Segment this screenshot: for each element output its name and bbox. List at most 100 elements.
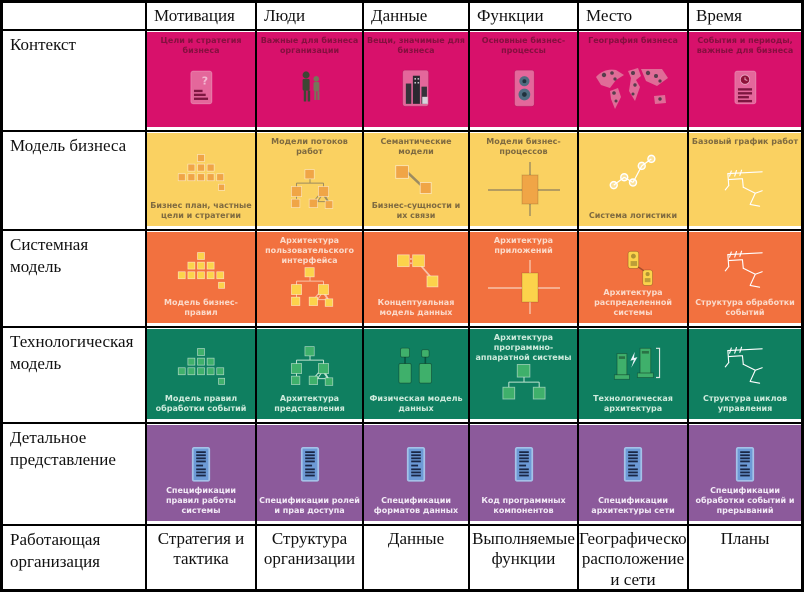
cell-detailed-view-people: Спецификации ролей и прав доступа bbox=[257, 424, 362, 524]
cell-business-model-place: Система логистики bbox=[579, 132, 687, 229]
tile-detailed-view-functions: Код программных компонентов bbox=[470, 425, 577, 521]
column-header-people: Люди bbox=[257, 3, 362, 29]
tile-technology-model-motivation: Модель правил обработки событий bbox=[147, 329, 255, 419]
tile-business-model-data: Семантические модели Бизнес-сущности и и… bbox=[364, 133, 468, 226]
footer-cell-place: Географическое расположение и сети bbox=[579, 526, 687, 589]
footer-cell-time: Планы bbox=[689, 526, 801, 589]
footer-cell-label: Выполняемые функции bbox=[472, 529, 575, 569]
tile-context-time: События и периоды, важные для бизнеса bbox=[689, 32, 801, 127]
cell-context-motivation: Цели и стратегия бизнеса ? bbox=[147, 31, 255, 130]
row-header-system-model: Системная модель bbox=[3, 231, 145, 326]
cell-caption: Архитектура приложений bbox=[493, 236, 554, 255]
column-header-place: Место bbox=[579, 3, 687, 29]
cell-detailed-view-place: Спецификации архитектуры сети bbox=[579, 424, 687, 524]
document-spec-icon bbox=[179, 441, 223, 489]
computers-icon bbox=[604, 343, 662, 389]
cell-system-model-data: Концептуальная модель данных bbox=[364, 231, 468, 326]
people-icon bbox=[285, 66, 335, 112]
cell-business-model-functions: Модели бизнес-процессов bbox=[470, 132, 577, 229]
linked-boxes-3-icon bbox=[389, 249, 443, 291]
cell-technology-model-time: Структура циклов управления bbox=[689, 328, 801, 422]
column-header-functions: Функции bbox=[470, 3, 577, 29]
row-header-label: Контекст bbox=[10, 35, 76, 54]
cell-caption: Семантические модели bbox=[380, 137, 452, 156]
cell-caption: Модель правил обработки событий bbox=[155, 394, 247, 413]
column-header-label: Место bbox=[586, 6, 633, 25]
tile-context-data: Вещи, значимые для бизнеса bbox=[364, 32, 468, 127]
footer-cell-label: Стратегия и тактика bbox=[157, 529, 245, 569]
cell-context-place: География бизнеса bbox=[579, 31, 687, 130]
cell-context-functions: Основные бизнес-процессы bbox=[470, 31, 577, 130]
footer-cell-functions: Выполняемые функции bbox=[470, 526, 577, 589]
cell-caption: Бизнес план, частные цели и стратегии bbox=[150, 201, 252, 220]
cell-system-model-people: Архитектура пользовательского интерфейса bbox=[257, 231, 362, 326]
column-header-label: Мотивация bbox=[154, 6, 235, 25]
cell-caption: Код программных компонентов bbox=[481, 496, 566, 515]
row-header-context: Контекст bbox=[3, 31, 145, 130]
cell-caption: Спецификации архитектуры сети bbox=[591, 496, 675, 515]
cell-context-time: События и периоды, важные для бизнеса bbox=[689, 31, 801, 130]
sketch-icon bbox=[717, 342, 773, 390]
cell-caption: Основные бизнес-процессы bbox=[481, 36, 566, 55]
cell-business-model-people: Модели потоков работ bbox=[257, 132, 362, 229]
tile-detailed-view-place: Спецификации архитектуры сети bbox=[579, 425, 687, 521]
tile-business-model-people: Модели потоков работ bbox=[257, 133, 362, 226]
footer-cell-label: Данные bbox=[387, 529, 445, 548]
tile-context-people: Важные для бизнеса организации bbox=[257, 32, 362, 127]
cell-caption: Бизнес-сущности и их связи bbox=[371, 201, 461, 220]
row-header-working-organization: Работающая организация bbox=[3, 526, 145, 589]
workflow-tree-icon bbox=[283, 264, 337, 310]
cell-caption: Архитектура распределенной системы bbox=[594, 288, 672, 317]
cell-caption: Базовый график работ bbox=[691, 137, 799, 146]
cell-system-model-place: Архитектура распределенной системы bbox=[579, 231, 687, 326]
footer-cell-label: Структура организации bbox=[263, 529, 356, 569]
buildings-icon bbox=[391, 66, 441, 112]
cell-system-model-functions: Архитектура приложений bbox=[470, 231, 577, 326]
footer-cell-motivation: Стратегия и тактика bbox=[147, 526, 255, 589]
tile-detailed-view-time: Спецификации обработки событий и прерыва… bbox=[689, 425, 801, 521]
row-header-business-model: Модель бизнеса bbox=[3, 132, 145, 229]
linked-boxes-icon bbox=[389, 160, 443, 200]
tile-system-model-data: Концептуальная модель данных bbox=[364, 232, 468, 323]
tile-business-model-motivation: Бизнес план, частные цели и стратегии bbox=[147, 133, 255, 226]
cell-caption: Вещи, значимые для бизнеса bbox=[367, 36, 465, 55]
column-header-label: Данные bbox=[371, 6, 428, 25]
cell-detailed-view-motivation: Спецификации правил работы системы bbox=[147, 424, 255, 524]
cell-technology-model-place: Технологическая архитектура bbox=[579, 328, 687, 422]
column-header-label: Люди bbox=[264, 6, 306, 25]
cell-caption: Концептуальная модель данных bbox=[377, 298, 455, 317]
cell-caption: Модель бизнес-правил bbox=[164, 298, 238, 317]
cell-caption: События и периоды, важные для бизнеса bbox=[696, 36, 794, 55]
tile-detailed-view-motivation: Спецификации правил работы системы bbox=[147, 425, 255, 521]
cell-context-data: Вещи, значимые для бизнеса bbox=[364, 31, 468, 130]
cell-detailed-view-functions: Код программных компонентов bbox=[470, 424, 577, 524]
cell-technology-model-functions: Архитектура программно-аппаратной систем… bbox=[470, 328, 577, 422]
document-clock-icon bbox=[720, 66, 770, 112]
tile-technology-model-place: Технологическая архитектура bbox=[579, 329, 687, 419]
tile-technology-model-data: Физическая модель данных bbox=[364, 329, 468, 419]
cell-technology-model-motivation: Модель правил обработки событий bbox=[147, 328, 255, 422]
footer-cell-data: Данные bbox=[364, 526, 468, 589]
row-header-label: Модель бизнеса bbox=[10, 136, 127, 155]
cell-technology-model-data: Физическая модель данных bbox=[364, 328, 468, 422]
tile-context-functions: Основные бизнес-процессы bbox=[470, 32, 577, 127]
tile-technology-model-functions: Архитектура программно-аппаратной систем… bbox=[470, 329, 577, 419]
cell-business-model-time: Базовый график работ bbox=[689, 132, 801, 229]
column-header-label: Функции bbox=[477, 6, 544, 25]
column-header-label: Время bbox=[696, 6, 742, 25]
tile-system-model-motivation: Модель бизнес-правил bbox=[147, 232, 255, 323]
tile-system-model-people: Архитектура пользовательского интерфейса bbox=[257, 232, 362, 323]
cell-system-model-motivation: Модель бизнес-правил bbox=[147, 231, 255, 326]
tile-system-model-functions: Архитектура приложений bbox=[470, 232, 577, 323]
cell-caption: Спецификации обработки событий и прерыва… bbox=[695, 486, 795, 515]
cell-context-people: Важные для бизнеса организации bbox=[257, 31, 362, 130]
sketch-icon bbox=[717, 165, 773, 213]
sketch-icon bbox=[717, 246, 773, 294]
tile-business-model-time: Базовый график работ bbox=[689, 133, 801, 226]
tile-technology-model-time: Структура циклов управления bbox=[689, 329, 801, 419]
cell-business-model-data: Семантические модели Бизнес-сущности и и… bbox=[364, 132, 468, 229]
cell-caption: Архитектура программно-аппаратной систем… bbox=[475, 333, 572, 362]
tile-system-model-time: Структура обработки событий bbox=[689, 232, 801, 323]
devices-icon bbox=[607, 247, 659, 293]
